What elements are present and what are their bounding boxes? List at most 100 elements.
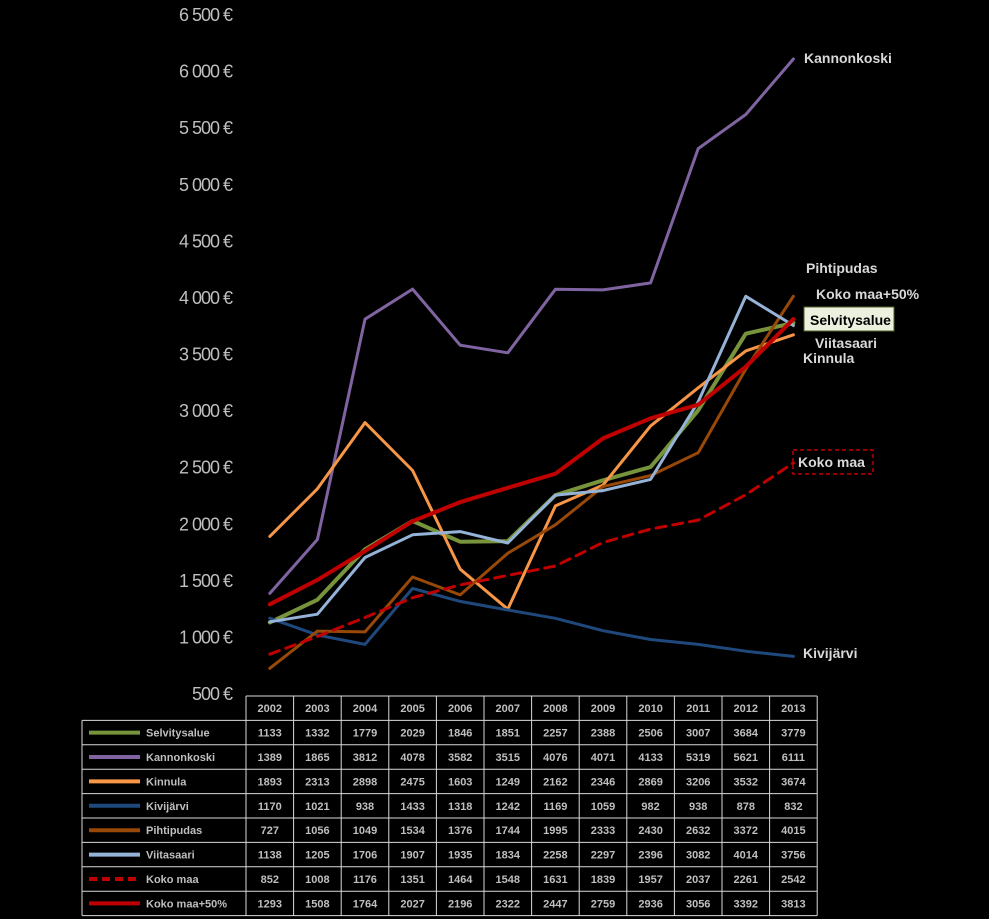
y-tick-label: 4 000 € [179, 288, 233, 308]
x-tick-label: 2011 [686, 703, 710, 715]
table-cell: 3756 [781, 850, 805, 862]
x-tick-label: 2012 [734, 703, 758, 715]
data-table: 2002 2003 2004 2005 2006 2007 2008 2009 2010 2011… [81, 695, 818, 917]
y-tick-label: 1 500 € [179, 571, 233, 591]
table-cell: 2632 [686, 825, 710, 837]
table-cell: 4133 [638, 752, 662, 764]
table-cell: 5621 [734, 752, 758, 764]
table-cell: 2346 [591, 776, 615, 788]
table-cell: 1534 [400, 825, 425, 837]
table-cell: 1008 [305, 874, 329, 886]
table-cell: 3056 [686, 898, 710, 910]
series-line-kivijarvi [268, 586, 795, 658]
x-tick-label: 2007 [496, 703, 520, 715]
table-cell: 3582 [448, 752, 472, 764]
table-cell: 727 [261, 825, 279, 837]
x-tick-label: 2010 [638, 703, 662, 715]
table-cell: 5319 [686, 752, 710, 764]
label-selvitysalue: Selvitysalue [810, 312, 891, 328]
series-line-koko-maa-50 [267, 317, 796, 607]
table-cell: 1133 [258, 728, 282, 740]
y-tick-label: 3 000 € [179, 401, 233, 421]
legend-label-kinnula: Kinnula [146, 776, 187, 788]
table-cell: 3684 [734, 728, 759, 740]
koko-maa-label-box [792, 449, 874, 475]
table-cell: 3674 [781, 776, 806, 788]
table-cell: 2333 [591, 825, 615, 837]
table-cell: 1059 [591, 801, 615, 813]
legend-label-koko-maa-50: Koko maa+50% [146, 898, 227, 910]
label-koko-maa: Koko maa [798, 454, 865, 470]
legend-label-koko-maa: Koko maa [146, 874, 199, 886]
y-axis-ticks: 500 € 1 000 € 1 500 € 2 000 € 2 500 € 3 000 €… [179, 5, 234, 704]
table-cell: 2936 [638, 898, 662, 910]
table-cell: 1764 [353, 898, 378, 910]
table-cell: 2162 [543, 776, 567, 788]
table-cell: 3392 [734, 898, 758, 910]
table-cell: 3082 [686, 850, 710, 862]
table-cell: 1957 [638, 874, 662, 886]
table-cell: 2027 [400, 898, 424, 910]
x-tick-label: 2006 [448, 703, 472, 715]
table-cell: 2396 [638, 850, 662, 862]
table-cell: 832 [784, 801, 802, 813]
table-cell: 1464 [448, 874, 473, 886]
series-line-koko-maa [268, 461, 795, 656]
legend-label-kivijarvi: Kivijärvi [146, 801, 189, 813]
table-cell: 1205 [305, 850, 329, 862]
table-cell: 1318 [448, 801, 472, 813]
y-tick-label: 5 000 € [179, 175, 233, 195]
table-cell: 2261 [734, 874, 758, 886]
table-cell: 878 [737, 801, 755, 813]
label-koko-maa-50: Koko maa+50% [816, 286, 920, 302]
table-cell: 3372 [734, 825, 758, 837]
table-cell: 1631 [543, 874, 567, 886]
x-tick-label: 2004 [353, 703, 378, 715]
series-line-kannonkoski [268, 57, 795, 595]
table-cell: 4078 [400, 752, 424, 764]
table-grid [81, 695, 818, 917]
table-cell: 3007 [686, 728, 710, 740]
table-cell: 1242 [496, 801, 520, 813]
table-cell: 1169 [543, 801, 567, 813]
label-viitasaari: Viitasaari [815, 335, 877, 351]
series-lines [267, 57, 796, 670]
y-tick-label: 3 500 € [179, 345, 233, 365]
table-cell: 1056 [305, 825, 329, 837]
table-cell: 1351 [400, 874, 424, 886]
y-tick-label: 1 000 € [179, 627, 233, 647]
table-cell: 2257 [543, 728, 567, 740]
table-cell: 1176 [353, 874, 377, 886]
table-cell: 1332 [305, 728, 329, 740]
table-cell: 1834 [496, 850, 521, 862]
table-cell: 1935 [448, 850, 472, 862]
table-cell: 982 [641, 801, 659, 813]
annotations: Kannonkoski Pihtipudas Koko maa+50% Selv… [792, 50, 920, 661]
table-cell: 3206 [686, 776, 710, 788]
table-cell: 2447 [543, 898, 567, 910]
label-kannonkoski: Kannonkoski [804, 50, 892, 66]
table-cell: 2898 [353, 776, 377, 788]
y-tick-label: 4 500 € [179, 231, 233, 251]
y-tick-label: 6 000 € [179, 62, 233, 82]
table-cell: 2258 [543, 850, 567, 862]
x-tick-label: 2008 [543, 703, 567, 715]
table-cell: 1851 [496, 728, 520, 740]
table-cell: 2542 [781, 874, 805, 886]
table-cell: 2313 [305, 776, 329, 788]
table-cell: 1433 [400, 801, 424, 813]
series-line-viitasaari [268, 294, 795, 624]
table-cell: 4015 [781, 825, 805, 837]
table-cell: 1907 [400, 850, 424, 862]
table-cell: 2388 [591, 728, 615, 740]
x-tick-label: 2013 [781, 703, 805, 715]
table-cell: 1138 [258, 850, 282, 862]
table-cell: 3532 [734, 776, 758, 788]
x-tick-label: 2009 [591, 703, 615, 715]
table-cell: 2869 [638, 776, 662, 788]
table-cell: 4076 [543, 752, 567, 764]
table-cell: 1508 [305, 898, 329, 910]
table-cell: 852 [261, 874, 279, 886]
y-tick-label: 2 500 € [179, 458, 233, 478]
